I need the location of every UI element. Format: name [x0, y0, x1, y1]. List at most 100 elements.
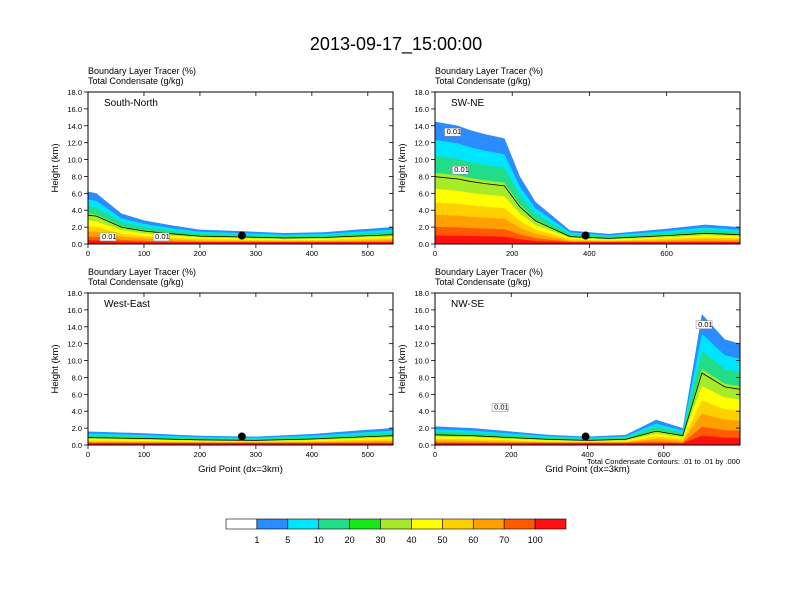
x-tick-label: 600	[657, 450, 670, 459]
y-tick-label: 10.0	[414, 156, 429, 165]
tracer-layer-8	[88, 240, 393, 244]
y-tick-label: 18.0	[67, 289, 82, 298]
y-tick-label: 18.0	[414, 289, 429, 298]
y-tick-label: 6.0	[72, 189, 82, 198]
y-tick-label: 14.0	[414, 122, 429, 131]
panel-name: South-North	[104, 98, 158, 109]
y-tick-label: 2.0	[72, 424, 82, 433]
main-title: 2013-09-17_15:00:00	[310, 34, 482, 55]
panel-sw-ne: Boundary Layer Tracer (%)Total Condensat…	[397, 66, 741, 258]
location-marker	[237, 432, 246, 441]
y-axis-label: Height (km)	[50, 344, 61, 393]
plot-area: 0.01 0.01	[435, 121, 740, 244]
y-tick-label: 10.0	[67, 156, 82, 165]
x-tick-label: 400	[306, 450, 319, 459]
colorbar-swatch	[318, 518, 350, 530]
condensate-contour	[88, 435, 393, 441]
contour-label: 0.01	[698, 320, 713, 329]
colorbar: 1 5 10 20 30 40 50 60 70 100	[225, 518, 567, 545]
contour-footnote: Total Condensate Contours: .01 to .01 by…	[587, 457, 740, 466]
panels: Boundary Layer Tracer (%)Total Condensat…	[50, 66, 741, 475]
colorbar-swatch	[411, 518, 443, 530]
panel-title-tracer: Boundary Layer Tracer (%)	[435, 66, 543, 76]
x-tick-label: 0	[433, 249, 437, 258]
y-tick-label: 12.0	[67, 139, 82, 148]
x-tick-label: 400	[306, 249, 319, 258]
plot-frame	[87, 292, 394, 446]
contour-label: 0.01	[494, 403, 509, 412]
plot-frame	[434, 91, 741, 245]
contour-label-box	[491, 403, 509, 412]
y-tick-label: 12.0	[414, 340, 429, 349]
y-tick-label: 4.0	[419, 206, 429, 215]
colorbar-level: 70	[499, 535, 509, 545]
panel-south-north: Boundary Layer Tracer (%)Total Condensat…	[50, 66, 394, 258]
colorbar-level: 50	[437, 535, 447, 545]
contour-label: 0.01	[454, 165, 469, 174]
colorbar-level: 60	[468, 535, 478, 545]
x-tick-label: 0	[86, 450, 90, 459]
panel-west-east: Boundary Layer Tracer (%)Total Condensat…	[50, 267, 394, 475]
contour-label: 0.01	[155, 232, 170, 241]
y-tick-label: 2.0	[419, 223, 429, 232]
colorbar-swatch	[472, 518, 505, 530]
y-tick-label: 18.0	[414, 88, 429, 97]
x-tick-label: 500	[362, 249, 375, 258]
contour-label-box	[452, 165, 469, 175]
panel-title-tracer: Boundary Layer Tracer (%)	[435, 267, 543, 277]
panel-name: West-East	[104, 299, 150, 310]
x-tick-label: 100	[138, 249, 151, 258]
panel-title-condensate: Total Condensate (g/kg)	[435, 76, 531, 86]
contour-label-box	[695, 320, 713, 330]
x-tick-label: 200	[505, 450, 518, 459]
x-tick-label: 200	[506, 249, 519, 258]
condensate-contour	[88, 214, 393, 239]
y-tick-label: 2.0	[419, 424, 429, 433]
y-tick-label: 16.0	[414, 306, 429, 315]
y-tick-label: 14.0	[67, 323, 82, 332]
y-tick-label: 10.0	[414, 357, 429, 366]
contour-label-box	[152, 232, 170, 242]
colorbar-swatch	[225, 518, 258, 530]
contour-label: 0.01	[102, 232, 117, 241]
tracer-layer-8	[435, 435, 740, 445]
y-axis-label: Height (km)	[397, 344, 408, 393]
contour-label: 0.01	[447, 127, 462, 136]
y-axis-label: Height (km)	[397, 143, 408, 192]
y-tick-label: 6.0	[72, 390, 82, 399]
y-tick-label: 8.0	[419, 172, 429, 181]
colorbar-level: 100	[528, 535, 543, 545]
y-tick-label: 16.0	[67, 306, 82, 315]
y-tick-label: 10.0	[67, 357, 82, 366]
colorbar-level: 30	[376, 535, 386, 545]
colorbar-swatch	[442, 518, 474, 530]
x-tick-label: 0	[433, 450, 437, 459]
y-tick-label: 0.0	[72, 441, 82, 450]
colorbar-level: 5	[285, 535, 290, 545]
colorbar-level: 10	[314, 535, 324, 545]
x-tick-label: 100	[138, 450, 151, 459]
x-tick-label: 200	[194, 249, 207, 258]
y-tick-label: 8.0	[72, 373, 82, 382]
location-marker	[581, 231, 590, 240]
y-tick-label: 6.0	[419, 189, 429, 198]
colorbar-swatch	[534, 518, 567, 530]
colorbar-level: 20	[345, 535, 355, 545]
panel-name: SW-NE	[451, 98, 484, 109]
panel-title-tracer: Boundary Layer Tracer (%)	[88, 66, 196, 76]
y-tick-label: 2.0	[72, 223, 82, 232]
y-axis-label: Height (km)	[50, 143, 61, 192]
contour-label-box	[444, 127, 461, 137]
x-tick-label: 400	[583, 249, 596, 258]
colorbar-swatch	[380, 518, 412, 530]
y-tick-label: 4.0	[72, 407, 82, 416]
x-axis-label: Grid Point (dx=3km)	[198, 464, 283, 475]
y-tick-label: 4.0	[419, 407, 429, 416]
panel-name: NW-SE	[451, 299, 484, 310]
x-tick-label: 300	[250, 450, 263, 459]
x-tick-label: 300	[250, 249, 263, 258]
x-axis-label: Grid Point (dx=3km)	[545, 464, 630, 475]
colorbar-level: 1	[254, 535, 259, 545]
colorbar-swatch	[287, 518, 320, 530]
